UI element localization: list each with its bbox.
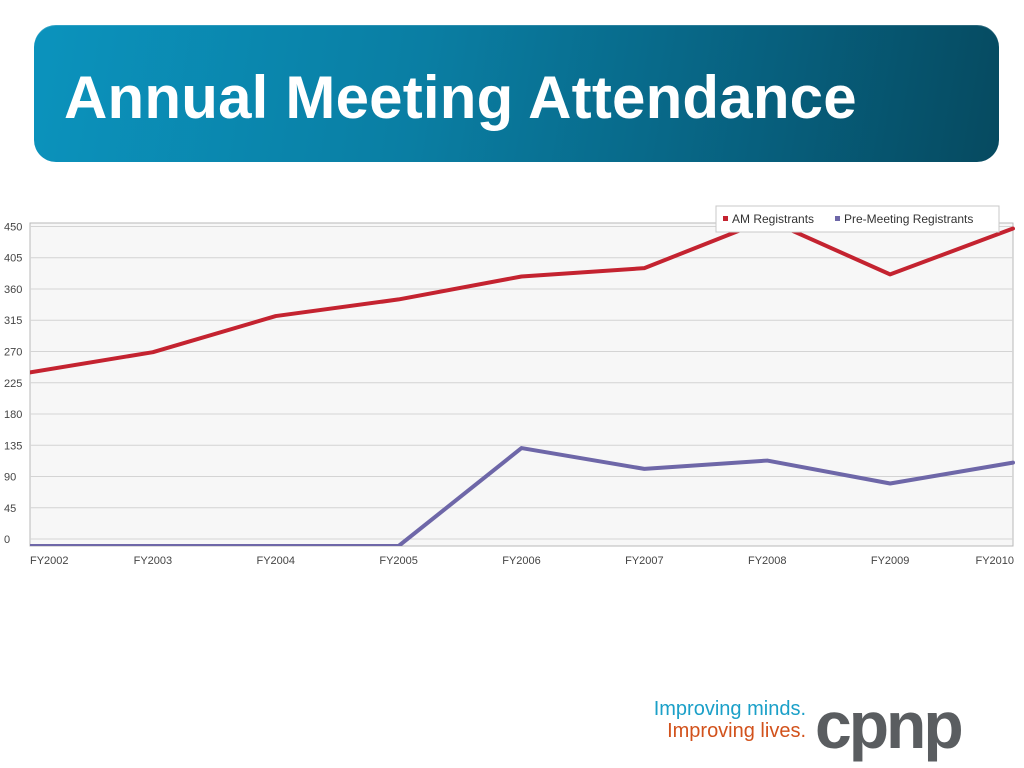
legend-label: Pre-Meeting Registrants [844, 212, 973, 226]
y-tick-label: 450 [4, 221, 22, 233]
x-tick-label: FY2004 [256, 555, 295, 567]
x-tick-label: FY2008 [748, 555, 787, 567]
legend-swatch [723, 216, 728, 221]
cpnp-logo: cpnp [815, 688, 964, 762]
series-line-1 [30, 446, 1015, 546]
y-tick-label: 180 [4, 409, 22, 421]
x-tick-label: FY2002 [30, 555, 69, 567]
slide-title: Annual Meeting Attendance [64, 64, 857, 131]
y-tick-label: 135 [4, 440, 22, 452]
x-tick-label: FY2003 [134, 555, 173, 567]
x-tick-label: FY2010 [975, 555, 1014, 567]
x-tick-label: FY2007 [625, 555, 664, 567]
title-banner: Annual Meeting Attendance [34, 25, 999, 162]
y-tick-label: 90 [4, 472, 16, 484]
y-tick-label: 225 [4, 378, 22, 390]
x-tick-label: FY2006 [502, 555, 541, 567]
x-tick-label: FY2005 [379, 555, 418, 567]
y-tick-label: 315 [4, 315, 22, 327]
y-tick-label: 0 [4, 534, 10, 546]
line-chart: 0 45 90 135 180 225 270 315 360 405 450 FY2002 FY200… [4, 205, 1015, 567]
x-tick-label: FY2009 [871, 555, 910, 567]
legend-label: AM Registrants [732, 212, 814, 226]
y-tick-label: 45 [4, 503, 16, 515]
plot-area [29, 222, 1014, 547]
legend [715, 205, 1000, 233]
legend-swatch [835, 216, 840, 221]
y-tick-label: 405 [4, 253, 22, 265]
y-tick-label: 360 [4, 284, 22, 296]
y-tick-label: 270 [4, 347, 22, 359]
tagline-improving-lives: Improving lives. [667, 720, 806, 742]
series-line-0 [30, 223, 1015, 375]
tagline-improving-minds: Improving minds. [653, 698, 806, 720]
